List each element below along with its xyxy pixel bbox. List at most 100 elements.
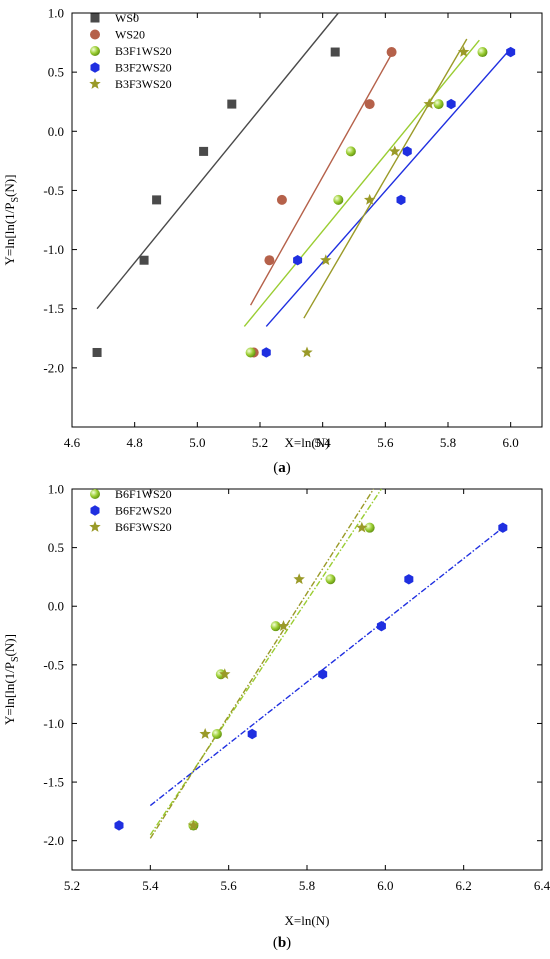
legend-marker (90, 62, 100, 73)
legend-label: B6F2WS20 (115, 504, 172, 518)
x-tick-label: 6.0 (503, 435, 519, 450)
x-tick-label: 5.6 (221, 878, 238, 893)
y-axis-label: Y=ln[ln(1/PS(N)] (2, 634, 21, 725)
series-ws20 (248, 47, 397, 358)
data-point (227, 99, 237, 109)
y-tick-label: 0.5 (48, 540, 64, 555)
y-tick-label: -1.0 (43, 242, 64, 257)
data-point (92, 347, 102, 357)
data-point (376, 620, 386, 632)
y-tick-label: -1.5 (43, 775, 64, 790)
data-point (261, 347, 271, 358)
data-point (245, 347, 256, 358)
data-point (293, 255, 303, 266)
data-point (219, 668, 231, 680)
data-point (433, 99, 444, 110)
x-tick-label: 5.0 (189, 435, 205, 450)
x-tick-label: 6.4 (534, 878, 550, 893)
data-point (364, 522, 375, 533)
data-point (139, 255, 149, 265)
data-point (404, 574, 414, 585)
x-tick-label: 5.2 (252, 435, 268, 450)
data-point (402, 146, 412, 157)
data-point (293, 573, 305, 585)
data-point (330, 47, 340, 57)
chart-panel-a: 4.6 4.8 5.0 5.2 5.4 5.6 5.8 6.0 -2.0 -1.5 -1.0 -0.5… (2, 6, 543, 476)
y-tick-label: -1.0 (43, 716, 64, 731)
fit-line-b6f3ws20 (149, 488, 375, 839)
data-point (345, 146, 356, 157)
data-point (477, 47, 488, 58)
data-point (114, 820, 124, 831)
legend-marker (89, 78, 101, 89)
y-tick-label: -0.5 (43, 657, 64, 672)
series-b6f1ws20 (188, 522, 375, 831)
data-point (152, 195, 162, 205)
fit-line-b6f2ws20 (149, 527, 504, 807)
fit-line-b3f2ws20 (265, 48, 512, 327)
panel-caption: (b) (273, 935, 291, 951)
y-tick-label: 1.0 (48, 6, 64, 21)
fit-line-b6f1ws20 (149, 488, 382, 836)
data-point (211, 729, 222, 740)
y-tick-label: -0.5 (43, 183, 64, 198)
data-point (270, 621, 281, 632)
legend-label: WS20 (115, 28, 145, 42)
legend-marker (90, 489, 100, 499)
y-tick-label: -1.5 (43, 301, 64, 316)
x-tick-label: 6.2 (456, 878, 472, 893)
data-point (389, 145, 401, 157)
y-tick-label: 1.0 (48, 482, 64, 497)
legend-label: B3F2WS20 (115, 61, 172, 75)
data-point (396, 194, 406, 206)
x-tick-label: 5.8 (299, 878, 315, 893)
legend-label: B3F3WS20 (115, 77, 172, 91)
data-point (506, 46, 516, 58)
legend-marker (90, 46, 100, 56)
data-point (199, 728, 211, 739)
data-point (333, 194, 344, 205)
data-point (187, 819, 200, 831)
legend-marker (90, 13, 100, 23)
legend-label: B6F1WS20 (115, 487, 172, 501)
series-b6f3ws20 (187, 521, 368, 831)
data-point (264, 255, 275, 266)
plot-frame (71, 488, 543, 871)
x-tick-label: 5.6 (377, 435, 394, 450)
legend-marker (90, 505, 100, 516)
fit-line-b3f1ws20 (243, 39, 480, 327)
series-b3f2ws20 (261, 46, 516, 358)
data-point (199, 146, 209, 156)
data-point (386, 47, 397, 58)
y-tick-label: -2.0 (43, 833, 64, 848)
x-tick-label: 5.8 (440, 435, 456, 450)
data-point (301, 346, 313, 358)
y-tick-label: 0.0 (48, 599, 64, 614)
data-point (356, 521, 368, 533)
x-tick-label: 4.8 (127, 435, 143, 450)
x-axis-label: X=ln(N) (285, 913, 330, 928)
legend-marker (90, 29, 100, 40)
x-tick-label: 4.6 (64, 435, 81, 450)
x-tick-label: 5.2 (64, 878, 80, 893)
legend-label: WS0 (115, 11, 139, 25)
fit-line-b3f3ws20 (303, 38, 468, 319)
fit-line-ws20 (249, 48, 396, 306)
legend: B6F1WS20 B6F2WS20 B6F3WS20 (89, 487, 172, 534)
x-tick-label: 6.0 (377, 878, 393, 893)
x-tick-label: 5.4 (142, 878, 159, 893)
data-point (457, 46, 470, 57)
chart-panel-b: 5.2 5.4 5.6 5.8 6.0 6.2 6.4 -2.0 -1.5 -1.0 -0.5 0.0… (2, 482, 550, 952)
data-point (320, 254, 332, 266)
y-tick-label: -2.0 (43, 360, 64, 375)
y-tick-label: 0.0 (48, 124, 64, 139)
data-point (423, 98, 435, 109)
y-tick-label: 0.5 (48, 65, 64, 80)
series-b3f3ws20 (301, 46, 470, 358)
data-point (364, 99, 375, 110)
series-ws0 (92, 47, 340, 357)
legend-label: B6F3WS20 (115, 520, 172, 534)
y-axis-label: Y=ln[ln(1/PS(N)] (2, 175, 21, 266)
data-point (363, 193, 376, 205)
